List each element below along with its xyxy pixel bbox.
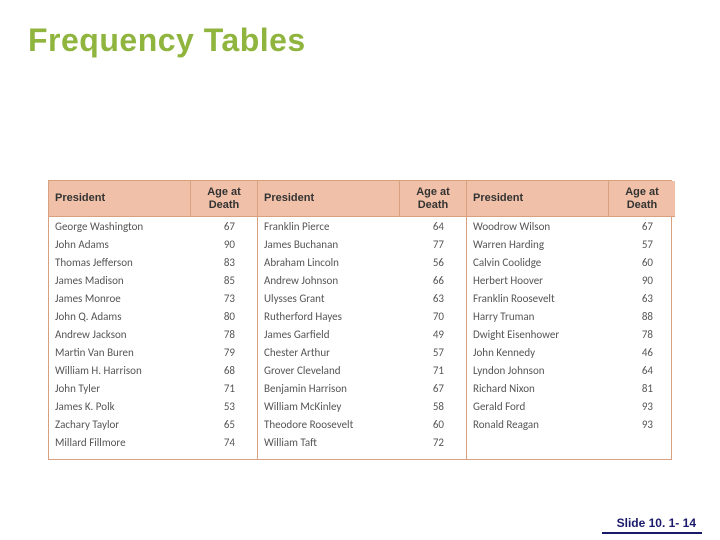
slide-title: Frequency Tables — [28, 22, 306, 59]
age-cell: 72 — [400, 433, 466, 451]
age-cell: 79 — [191, 343, 257, 361]
age-cell: 49 — [400, 325, 466, 343]
age-cell: 93 — [609, 397, 675, 415]
age-cell: 81 — [609, 379, 675, 397]
age-cell: 56 — [400, 253, 466, 271]
age-cell — [609, 433, 675, 451]
president-name-cell: James Madison — [49, 271, 191, 289]
age-cell: 63 — [609, 289, 675, 307]
age-cell: 67 — [400, 379, 466, 397]
column-header-age: Age at Death — [400, 181, 466, 217]
age-cell: 66 — [400, 271, 466, 289]
president-name-cell: James Monroe — [49, 289, 191, 307]
age-cell: 67 — [191, 217, 257, 235]
age-cell: 57 — [609, 235, 675, 253]
president-name-cell: Benjamin Harrison — [258, 379, 400, 397]
age-cell: 85 — [191, 271, 257, 289]
president-name-cell — [467, 433, 609, 451]
president-name-cell: James Garfield — [258, 325, 400, 343]
president-name-column: PresidentFranklin PierceJames BuchananAb… — [258, 181, 400, 459]
president-name-cell: Dwight Eisenhower — [467, 325, 609, 343]
column-group: PresidentWoodrow WilsonWarren HardingCal… — [467, 181, 675, 459]
column-group: PresidentFranklin PierceJames BuchananAb… — [258, 181, 467, 459]
president-name-cell: Andrew Jackson — [49, 325, 191, 343]
column-header-president: President — [258, 181, 400, 217]
age-cell: 90 — [191, 235, 257, 253]
president-name-cell: John Adams — [49, 235, 191, 253]
president-name-cell: Warren Harding — [467, 235, 609, 253]
president-name-cell: William McKinley — [258, 397, 400, 415]
footer-underline — [602, 532, 702, 534]
president-name-cell: Abraham Lincoln — [258, 253, 400, 271]
column-header-president: President — [49, 181, 191, 217]
age-cell: 74 — [191, 433, 257, 451]
president-name-cell: James K. Polk — [49, 397, 191, 415]
age-cell: 78 — [191, 325, 257, 343]
president-name-cell: William Taft — [258, 433, 400, 451]
age-cell: 88 — [609, 307, 675, 325]
president-name-cell: John Tyler — [49, 379, 191, 397]
age-column: Age at Death67908385738078796871536574 — [191, 181, 257, 459]
age-cell: 60 — [609, 253, 675, 271]
president-name-cell: Thomas Jefferson — [49, 253, 191, 271]
president-name-cell: Grover Cleveland — [258, 361, 400, 379]
presidents-table: PresidentGeorge WashingtonJohn AdamsThom… — [48, 180, 672, 460]
president-name-cell: Franklin Pierce — [258, 217, 400, 235]
age-cell: 67 — [609, 217, 675, 235]
president-name-cell: William H. Harrison — [49, 361, 191, 379]
president-name-column: PresidentWoodrow WilsonWarren HardingCal… — [467, 181, 609, 459]
president-name-cell: Andrew Johnson — [258, 271, 400, 289]
age-cell: 71 — [400, 361, 466, 379]
president-name-cell: Ulysses Grant — [258, 289, 400, 307]
president-name-cell: George Washington — [49, 217, 191, 235]
age-cell: 70 — [400, 307, 466, 325]
age-column: Age at Death675760906388784664819393 — [609, 181, 675, 459]
column-header-age: Age at Death — [191, 181, 257, 217]
age-cell: 90 — [609, 271, 675, 289]
age-column: Age at Death64775666637049577167586072 — [400, 181, 466, 459]
age-cell: 71 — [191, 379, 257, 397]
age-cell: 60 — [400, 415, 466, 433]
president-name-cell: James Buchanan — [258, 235, 400, 253]
president-name-cell: Lyndon Johnson — [467, 361, 609, 379]
age-cell: 64 — [609, 361, 675, 379]
president-name-cell: Richard Nixon — [467, 379, 609, 397]
president-name-cell: Gerald Ford — [467, 397, 609, 415]
president-name-column: PresidentGeorge WashingtonJohn AdamsThom… — [49, 181, 191, 459]
president-name-cell: Herbert Hoover — [467, 271, 609, 289]
age-cell: 73 — [191, 289, 257, 307]
age-cell: 93 — [609, 415, 675, 433]
age-cell: 68 — [191, 361, 257, 379]
president-name-cell: Martin Van Buren — [49, 343, 191, 361]
age-cell: 80 — [191, 307, 257, 325]
age-cell: 77 — [400, 235, 466, 253]
president-name-cell: Chester Arthur — [258, 343, 400, 361]
president-name-cell: Zachary Taylor — [49, 415, 191, 433]
president-name-cell: Franklin Roosevelt — [467, 289, 609, 307]
president-name-cell: Rutherford Hayes — [258, 307, 400, 325]
slide-footer: Slide 10. 1- 14 — [617, 516, 696, 530]
president-name-cell: Harry Truman — [467, 307, 609, 325]
column-header-president: President — [467, 181, 609, 217]
president-name-cell: Calvin Coolidge — [467, 253, 609, 271]
age-cell: 83 — [191, 253, 257, 271]
president-name-cell: Ronald Reagan — [467, 415, 609, 433]
president-name-cell: John Kennedy — [467, 343, 609, 361]
age-cell: 57 — [400, 343, 466, 361]
age-cell: 58 — [400, 397, 466, 415]
age-cell: 65 — [191, 415, 257, 433]
age-cell: 78 — [609, 325, 675, 343]
age-cell: 46 — [609, 343, 675, 361]
president-name-cell: Theodore Roosevelt — [258, 415, 400, 433]
column-header-age: Age at Death — [609, 181, 675, 217]
president-name-cell: Millard Fillmore — [49, 433, 191, 451]
age-cell: 63 — [400, 289, 466, 307]
age-cell: 53 — [191, 397, 257, 415]
age-cell: 64 — [400, 217, 466, 235]
president-name-cell: Woodrow Wilson — [467, 217, 609, 235]
president-name-cell: John Q. Adams — [49, 307, 191, 325]
column-group: PresidentGeorge WashingtonJohn AdamsThom… — [49, 181, 258, 459]
